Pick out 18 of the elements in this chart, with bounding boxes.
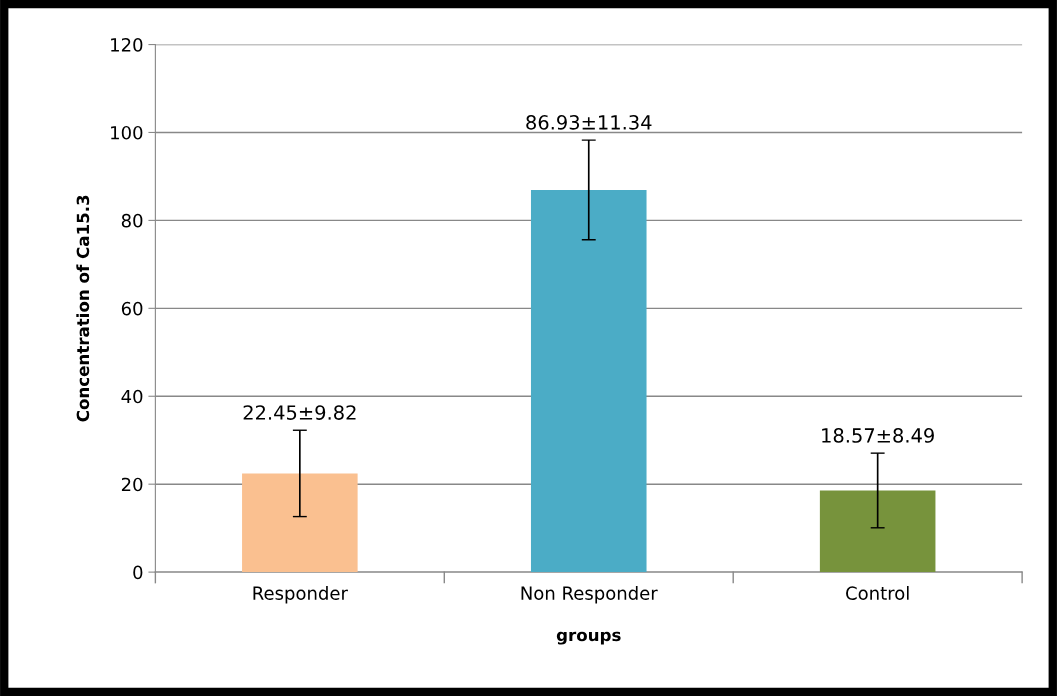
data-label: 18.57±8.49	[822, 428, 934, 443]
x-tick-label: Non Responder	[521, 586, 658, 604]
x-tick-label: Control	[846, 586, 909, 600]
y-tick-label: 120	[111, 38, 143, 52]
y-tick-label: 100	[111, 125, 143, 140]
data-label: 86.93±11.34	[526, 115, 652, 130]
y-tick-label: 40	[121, 389, 143, 404]
y-tick-label: 60	[121, 301, 143, 316]
bar	[242, 473, 358, 573]
y-tick-label: 20	[121, 477, 143, 492]
bar	[530, 189, 647, 573]
data-label: 22.45±9.82	[243, 405, 356, 420]
x-tick-label: Responder	[253, 586, 348, 604]
x-axis-title: groups	[556, 631, 621, 645]
bar	[819, 490, 936, 573]
y-tick-label: 80	[121, 213, 143, 228]
y-axis-title: Concentration of Ca15.3	[76, 195, 90, 422]
y-tick-label: 0	[133, 565, 143, 580]
